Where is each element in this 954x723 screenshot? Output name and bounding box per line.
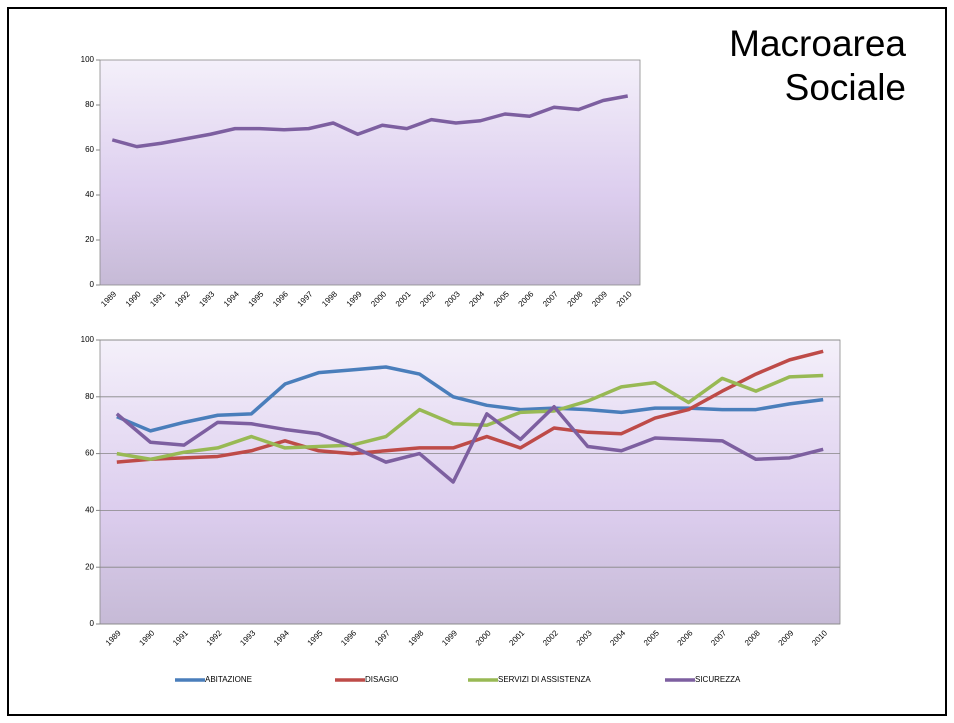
x-tick-label: 2002 [541,628,560,647]
x-tick-label: 2010 [615,289,634,308]
slide-border [7,7,947,716]
x-tick-label: 1994 [272,628,291,647]
y-tick-label: 80 [85,392,94,401]
x-tick-label: 2003 [575,628,594,647]
y-tick-label: 60 [85,145,94,154]
slide-title: Macroarea Sociale [729,23,906,108]
x-tick-label: 2009 [590,289,609,308]
x-tick-label: 2001 [394,289,413,308]
x-tick-label: 2000 [474,628,493,647]
x-tick-label: 1992 [173,289,192,308]
x-tick-label: 1990 [137,628,156,647]
x-tick-label: 2009 [777,628,796,647]
x-tick-label: 2001 [507,628,526,647]
y-tick-label: 20 [85,235,94,244]
y-tick-label: 60 [85,449,94,458]
x-tick-label: 1993 [238,628,257,647]
plot-area [99,59,641,286]
y-tick-label: 0 [90,619,95,628]
x-tick-label: 1995 [306,628,325,647]
data-line [116,373,824,462]
y-tick-label: 40 [85,506,94,515]
x-tick-label: 1998 [407,628,426,647]
legend-label: DISAGIO [365,675,398,684]
legend-label: SICUREZZA [695,675,741,684]
x-tick-label: 2000 [369,289,388,308]
y-tick-label: 100 [81,55,95,64]
x-tick-label: 2006 [517,289,536,308]
x-tick-label: 2004 [467,289,486,308]
x-tick-label: 2007 [709,628,728,647]
x-tick-label: 1999 [345,289,364,308]
y-tick-label: 80 [85,100,94,109]
x-tick-label: 1998 [320,289,339,308]
x-tick-label: 2002 [418,289,437,308]
data-line [115,404,824,484]
legend-label: SERVIZI DI ASSISTENZA [498,675,591,684]
y-tick-label: 40 [85,190,94,199]
x-tick-label: 1994 [222,289,241,308]
x-tick-label: 2010 [810,628,829,647]
x-tick-label: 1996 [271,289,290,308]
x-tick-label: 2008 [566,289,585,308]
y-tick-label: 20 [85,562,94,571]
x-tick-label: 1989 [99,289,118,308]
y-tick-label: 0 [90,280,95,289]
plot-area [99,339,841,625]
x-tick-label: 2007 [541,289,560,308]
legend-label: ABITAZIONE [205,675,252,684]
x-tick-label: 2005 [492,289,511,308]
x-tick-label: 1995 [247,289,266,308]
x-tick-label: 1996 [339,628,358,647]
x-tick-label: 1990 [124,289,143,308]
x-tick-label: 1992 [205,628,224,647]
x-tick-label: 1997 [373,628,392,647]
x-tick-label: 2008 [743,628,762,647]
x-tick-label: 1993 [197,289,216,308]
x-tick-label: 1999 [440,628,459,647]
x-tick-label: 1991 [171,628,190,647]
data-line [116,365,824,433]
x-tick-label: 1989 [104,628,123,647]
data-line [111,94,629,149]
x-tick-label: 2003 [443,289,462,308]
x-tick-label: 2006 [676,628,695,647]
x-tick-label: 2004 [608,628,627,647]
x-tick-label: 1997 [296,289,315,308]
x-tick-label: 1991 [148,289,167,308]
x-tick-label: 2005 [642,628,661,647]
y-tick-label: 100 [81,335,95,344]
data-line [116,349,824,464]
